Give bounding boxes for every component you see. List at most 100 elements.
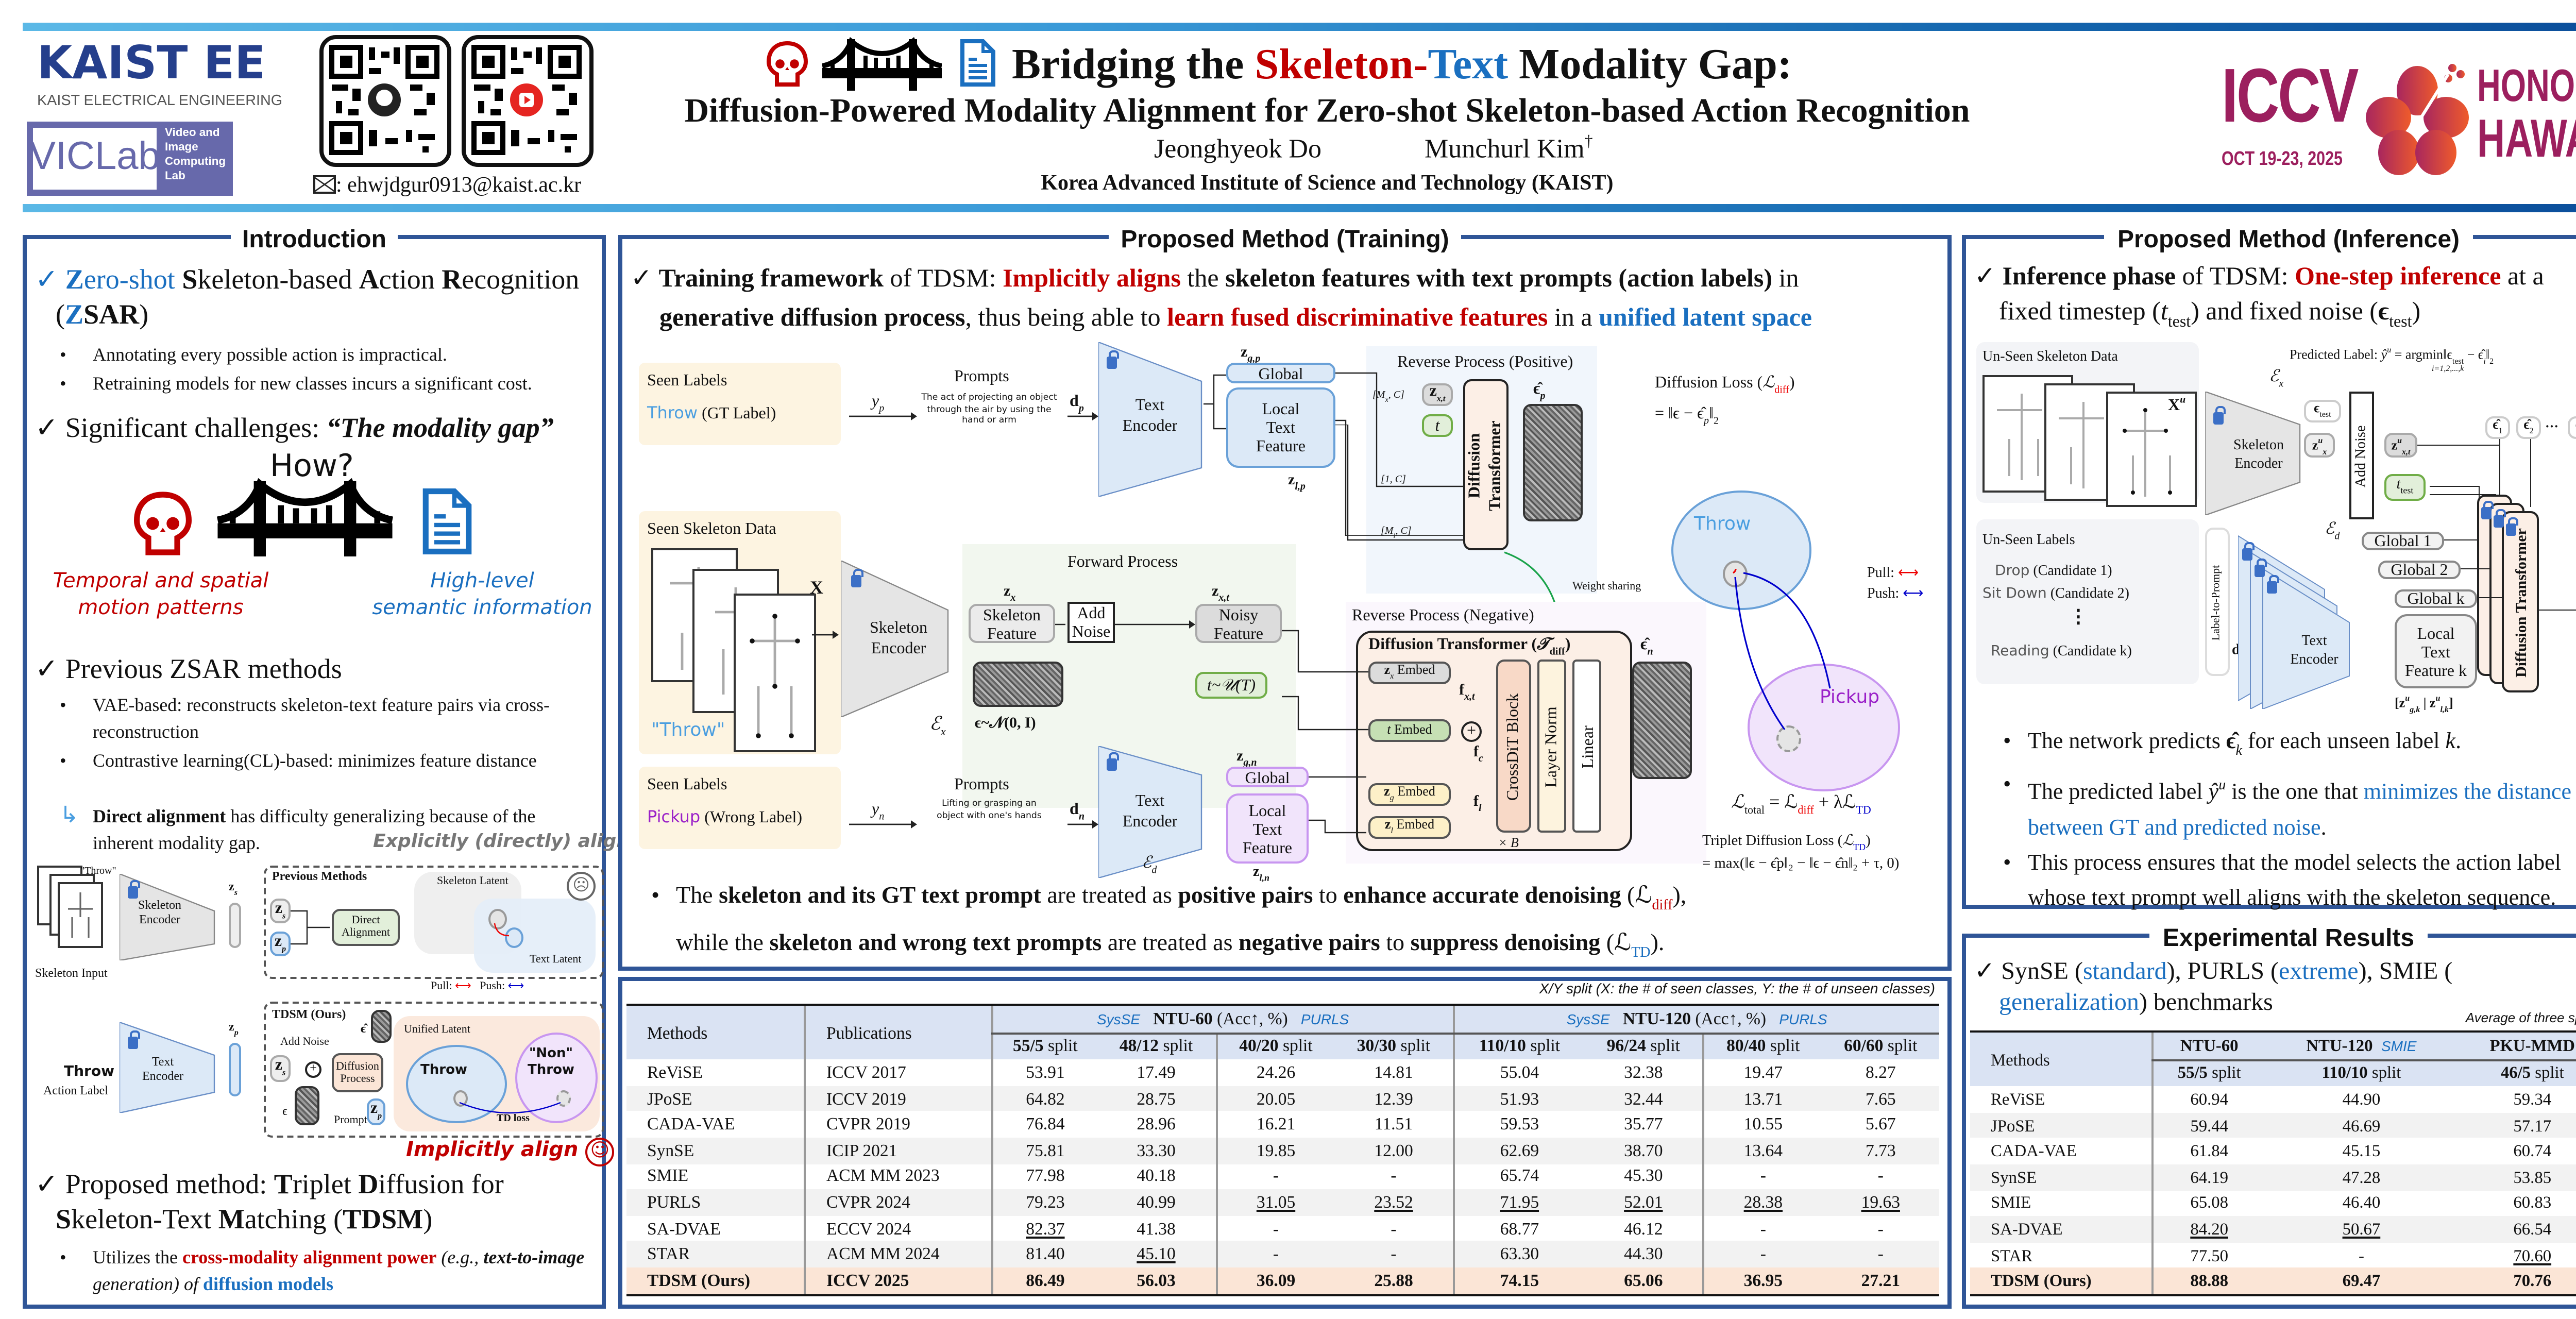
value-cell: 27.21 <box>1822 1267 1939 1294</box>
iccv-logo: ICCV OCT 19-23, 2025 HONOLULU HAWAII <box>2222 54 2576 177</box>
value-cell: 36.95 <box>1702 1267 1822 1294</box>
eps-test-box: ϵtest <box>2304 400 2341 422</box>
implicit-align-label: Implicitly align ☺ <box>406 1138 615 1166</box>
zx-label: zx <box>1004 581 1016 605</box>
cloud-pickup-label: Pickup <box>1820 688 1880 709</box>
previous-methods-box: Previous Methods zs zp Direct Alignment S… <box>264 866 604 979</box>
value-cell: 65.74 <box>1452 1163 1585 1190</box>
lock-icon <box>1107 752 1119 771</box>
value-cell: 8.27 <box>1865 1063 1896 1082</box>
lock-icon <box>128 1030 140 1049</box>
value-cell: 40.18 <box>1137 1167 1176 1186</box>
authors: Jeonghyeok Do Munchurl Kim† <box>1154 132 1593 165</box>
value-cell: 70.76 <box>2458 1268 2576 1294</box>
title-row: Bridging the Skeleton-Text Modality Gap: <box>767 37 1879 91</box>
lock-icon <box>851 569 863 587</box>
value-cell: 46.69 <box>2265 1112 2458 1139</box>
value-cell: 60.74 <box>2513 1142 2552 1161</box>
introduction-title: Introduction <box>230 225 399 253</box>
bridge-icon <box>822 37 942 91</box>
zs-bar <box>229 903 241 948</box>
eps-p-output <box>1523 404 1583 521</box>
value-cell: 32.44 <box>1584 1086 1704 1112</box>
value-cell: 25.88 <box>1334 1267 1454 1294</box>
eps-hat-2-box: ϵ̂2 <box>2516 416 2541 439</box>
value-cell: 28.75 <box>1097 1086 1216 1112</box>
dn-label: dn <box>1070 800 1084 824</box>
local-text-negative-box: Local Text Feature <box>1226 793 1309 864</box>
global-1-box: Global 1 <box>2362 532 2444 550</box>
training-figure: Seen Labels Throw (GT Label) yp Prompts … <box>635 342 1945 883</box>
tdsm-box: TDSM (Ours) Add Noise zs + ϵ Diffusion Pr… <box>264 1002 604 1138</box>
table-row: TDSM (Ours) ICCV 2025 86.49 56.03 36.09 25.88… <box>626 1267 1939 1294</box>
publication-cell: ICCV 2019 <box>804 1086 992 1112</box>
candidate-2: Sit Down (Candidate 2) <box>1982 585 2129 602</box>
value-cell: 28.96 <box>1137 1115 1176 1134</box>
qr-code-youtube[interactable] <box>462 35 594 167</box>
value-cell: 86.49 <box>991 1267 1097 1294</box>
table-row: SynSE 64.19 47.28 53.85 <box>1970 1164 2576 1191</box>
qr-code-github[interactable] <box>319 35 451 167</box>
value-cell: 17.49 <box>1137 1063 1176 1082</box>
value-cell: - <box>1215 1241 1335 1267</box>
value-cell: 24.26 <box>1215 1059 1335 1086</box>
linear-block: Linear <box>1572 660 1601 833</box>
method-cell: SMIE <box>1991 1194 2031 1213</box>
value-cell: 10.55 <box>1702 1111 1822 1138</box>
t-test-box: ttest <box>2384 474 2426 501</box>
one-c-label: [1, C] <box>1381 476 1406 486</box>
lock-icon <box>2242 542 2255 561</box>
value-cell: 64.19 <box>2151 1164 2265 1191</box>
zs-box: zs <box>270 1055 291 1082</box>
value-cell: 64.82 <box>991 1086 1097 1112</box>
value-cell: 56.03 <box>1097 1267 1216 1294</box>
value-cell: 12.00 <box>1334 1137 1454 1164</box>
direct-alignment-box: Direct Alignment <box>332 909 400 946</box>
zs-box: zs <box>270 898 291 923</box>
zl-embed-box: zl Embed <box>1368 816 1451 839</box>
table-row: JPoSE ICCV 2019 64.82 28.75 20.05 12.39 51.93 3… <box>626 1086 1939 1112</box>
value-cell: 19.47 <box>1702 1059 1822 1086</box>
ed-label: ℰd <box>2325 519 2340 544</box>
author-mark: † <box>1584 132 1593 150</box>
table-row: STAR ACM MM 2024 81.40 45.10- -63.30 44.30- - <box>626 1241 1939 1267</box>
skull-icon <box>767 41 808 87</box>
author-1: Jeonghyeok Do <box>1154 132 1321 164</box>
split-ntu120: 110/10 split <box>2321 1064 2401 1083</box>
ellipsis: ··· <box>2545 420 2559 435</box>
title-dash: - <box>1413 39 1428 89</box>
zx-embed-box: zx Embed <box>1368 662 1451 684</box>
group-ntu120: SysSE NTU-120 (Acc↑, %) PURLS <box>1452 1006 1939 1034</box>
table-row: SynSE ICIP 2021 75.81 33.30 19.85 12.00 62.69 3… <box>626 1137 1939 1164</box>
text-latent-label: Text Latent <box>530 954 582 967</box>
eps-p-label: ϵ̂p <box>1533 379 1546 403</box>
zln-label: zl,n <box>1253 864 1269 883</box>
value-cell: - <box>1702 1241 1822 1267</box>
diffusion-transformer-positive: Diffusion Transformer <box>1463 379 1509 550</box>
inference-lead: ✓ Inference phase of TDSM: One-step infe… <box>1974 262 2544 331</box>
zxu-box: zux <box>2304 433 2335 458</box>
method-cell: ReViSE <box>1991 1090 2045 1109</box>
table-row: PURLS CVPR 2024 79.23 40.99 31.05 23.52 71.95 5… <box>626 1189 1939 1215</box>
col-methods: Methods <box>647 1023 708 1042</box>
eps-hat-label: ϵ̂ <box>361 1024 366 1037</box>
value-cell: 50.67 <box>2265 1216 2458 1242</box>
ex-label: ℰx <box>2269 367 2284 391</box>
throw-quote: "Throw" <box>651 721 725 742</box>
contact-email[interactable]: : ehwjdgur0913@kaist.ac.kr <box>313 175 581 198</box>
kaist-ee-wordmark: KAIST EE <box>37 39 266 91</box>
table-row: SMIE ACM MM 2023 77.98 40.18 - - 65.74 45.30 - - <box>626 1163 1939 1190</box>
zxt-input-box: zx,t <box>1422 382 1453 406</box>
value-cell: 46.40 <box>2342 1194 2381 1213</box>
publication-cell: CVPR 2019 <box>804 1111 992 1138</box>
zxtu-box: zux,t <box>2384 433 2417 458</box>
method-cell: STAR <box>1991 1246 2033 1265</box>
how-label: How? <box>270 447 354 484</box>
value-cell: 76.84 <box>991 1111 1097 1138</box>
value-cell: 65.08 <box>2151 1190 2265 1216</box>
cloud-throw-label: Throw <box>1694 515 1751 536</box>
fl-label: fl <box>1473 791 1482 815</box>
split-header: 96/24 split <box>1606 1037 1680 1056</box>
local-text-k-box: Local Text Feature k <box>2395 614 2477 688</box>
epsilon-distribution: ϵ~𝒩(0, I) <box>975 713 1036 732</box>
